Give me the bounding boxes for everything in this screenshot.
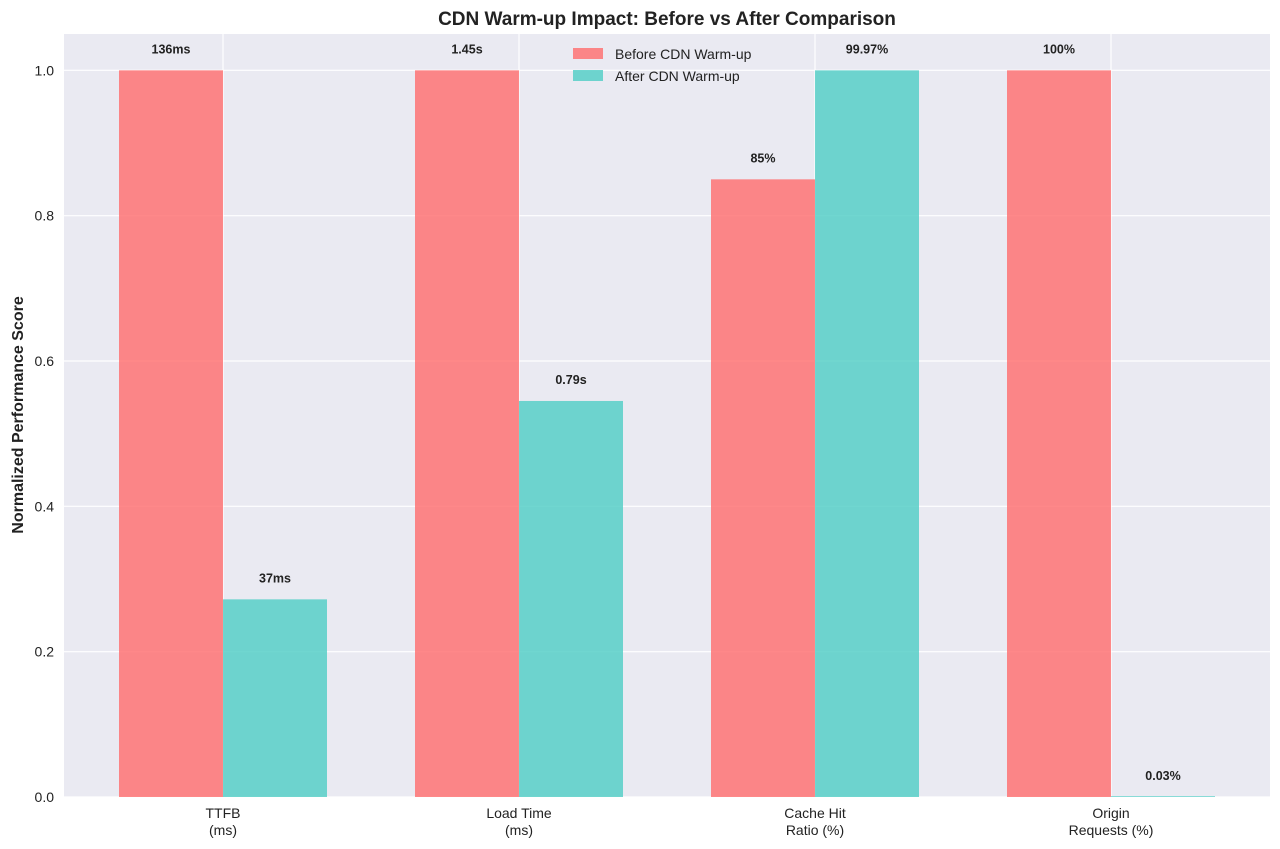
- x-tick-label-line: Cache Hit: [784, 805, 846, 821]
- x-tick-label-line: Origin: [1092, 805, 1129, 821]
- legend-swatch: [573, 70, 603, 81]
- x-tick-label-line: Load Time: [486, 805, 552, 821]
- x-tick-label-line: (ms): [209, 822, 237, 838]
- legend-swatch: [573, 48, 603, 59]
- data-label: 85%: [750, 151, 775, 165]
- data-label: 136ms: [152, 42, 191, 56]
- x-tick-label-line: TTFB: [206, 805, 241, 821]
- y-tick-label: 1.0: [35, 62, 55, 78]
- x-tick-label: Cache Hit Ratio (%): [784, 805, 846, 838]
- legend: Before CDN Warm-up After CDN Warm-up: [573, 46, 752, 84]
- bar: [711, 179, 815, 798]
- data-label: 99.97%: [846, 42, 888, 56]
- x-tick-label: Load Time (ms): [486, 805, 552, 838]
- y-tick-label: 0.0: [35, 789, 55, 805]
- bar: [1007, 70, 1111, 798]
- bar: [815, 70, 919, 798]
- bar: [119, 70, 223, 798]
- legend-label: After CDN Warm-up: [615, 68, 740, 84]
- y-tick-label: 0.6: [35, 353, 55, 369]
- x-tick-label: TTFB (ms): [206, 805, 241, 838]
- series-after: 37ms 0.79s 99.97% 0.03%: [223, 42, 1215, 798]
- data-label: 1.45s: [451, 42, 482, 56]
- data-label: 100%: [1043, 42, 1075, 56]
- y-tick-label: 0.8: [35, 208, 55, 224]
- data-label: 0.03%: [1145, 769, 1180, 783]
- y-axis-label: Normalized Performance Score: [10, 296, 27, 534]
- bar: [1111, 796, 1215, 797]
- x-tick-label-line: Requests (%): [1069, 822, 1154, 838]
- legend-label: Before CDN Warm-up: [615, 46, 752, 62]
- bar: [223, 599, 327, 797]
- data-label: 37ms: [259, 571, 291, 585]
- series-before: 136ms 1.45s 85% 100%: [119, 42, 1111, 798]
- data-label: 0.79s: [555, 373, 586, 387]
- chart-title: CDN Warm-up Impact: Before vs After Comp…: [438, 9, 896, 30]
- y-tick-label: 0.2: [35, 644, 55, 660]
- bar: [519, 400, 623, 797]
- x-tick-label: Origin Requests (%): [1069, 805, 1154, 838]
- bar: [415, 70, 519, 798]
- x-tick-label-line: (ms): [505, 822, 533, 838]
- y-tick-label: 0.4: [35, 498, 55, 514]
- x-tick-label-line: Ratio (%): [786, 822, 844, 838]
